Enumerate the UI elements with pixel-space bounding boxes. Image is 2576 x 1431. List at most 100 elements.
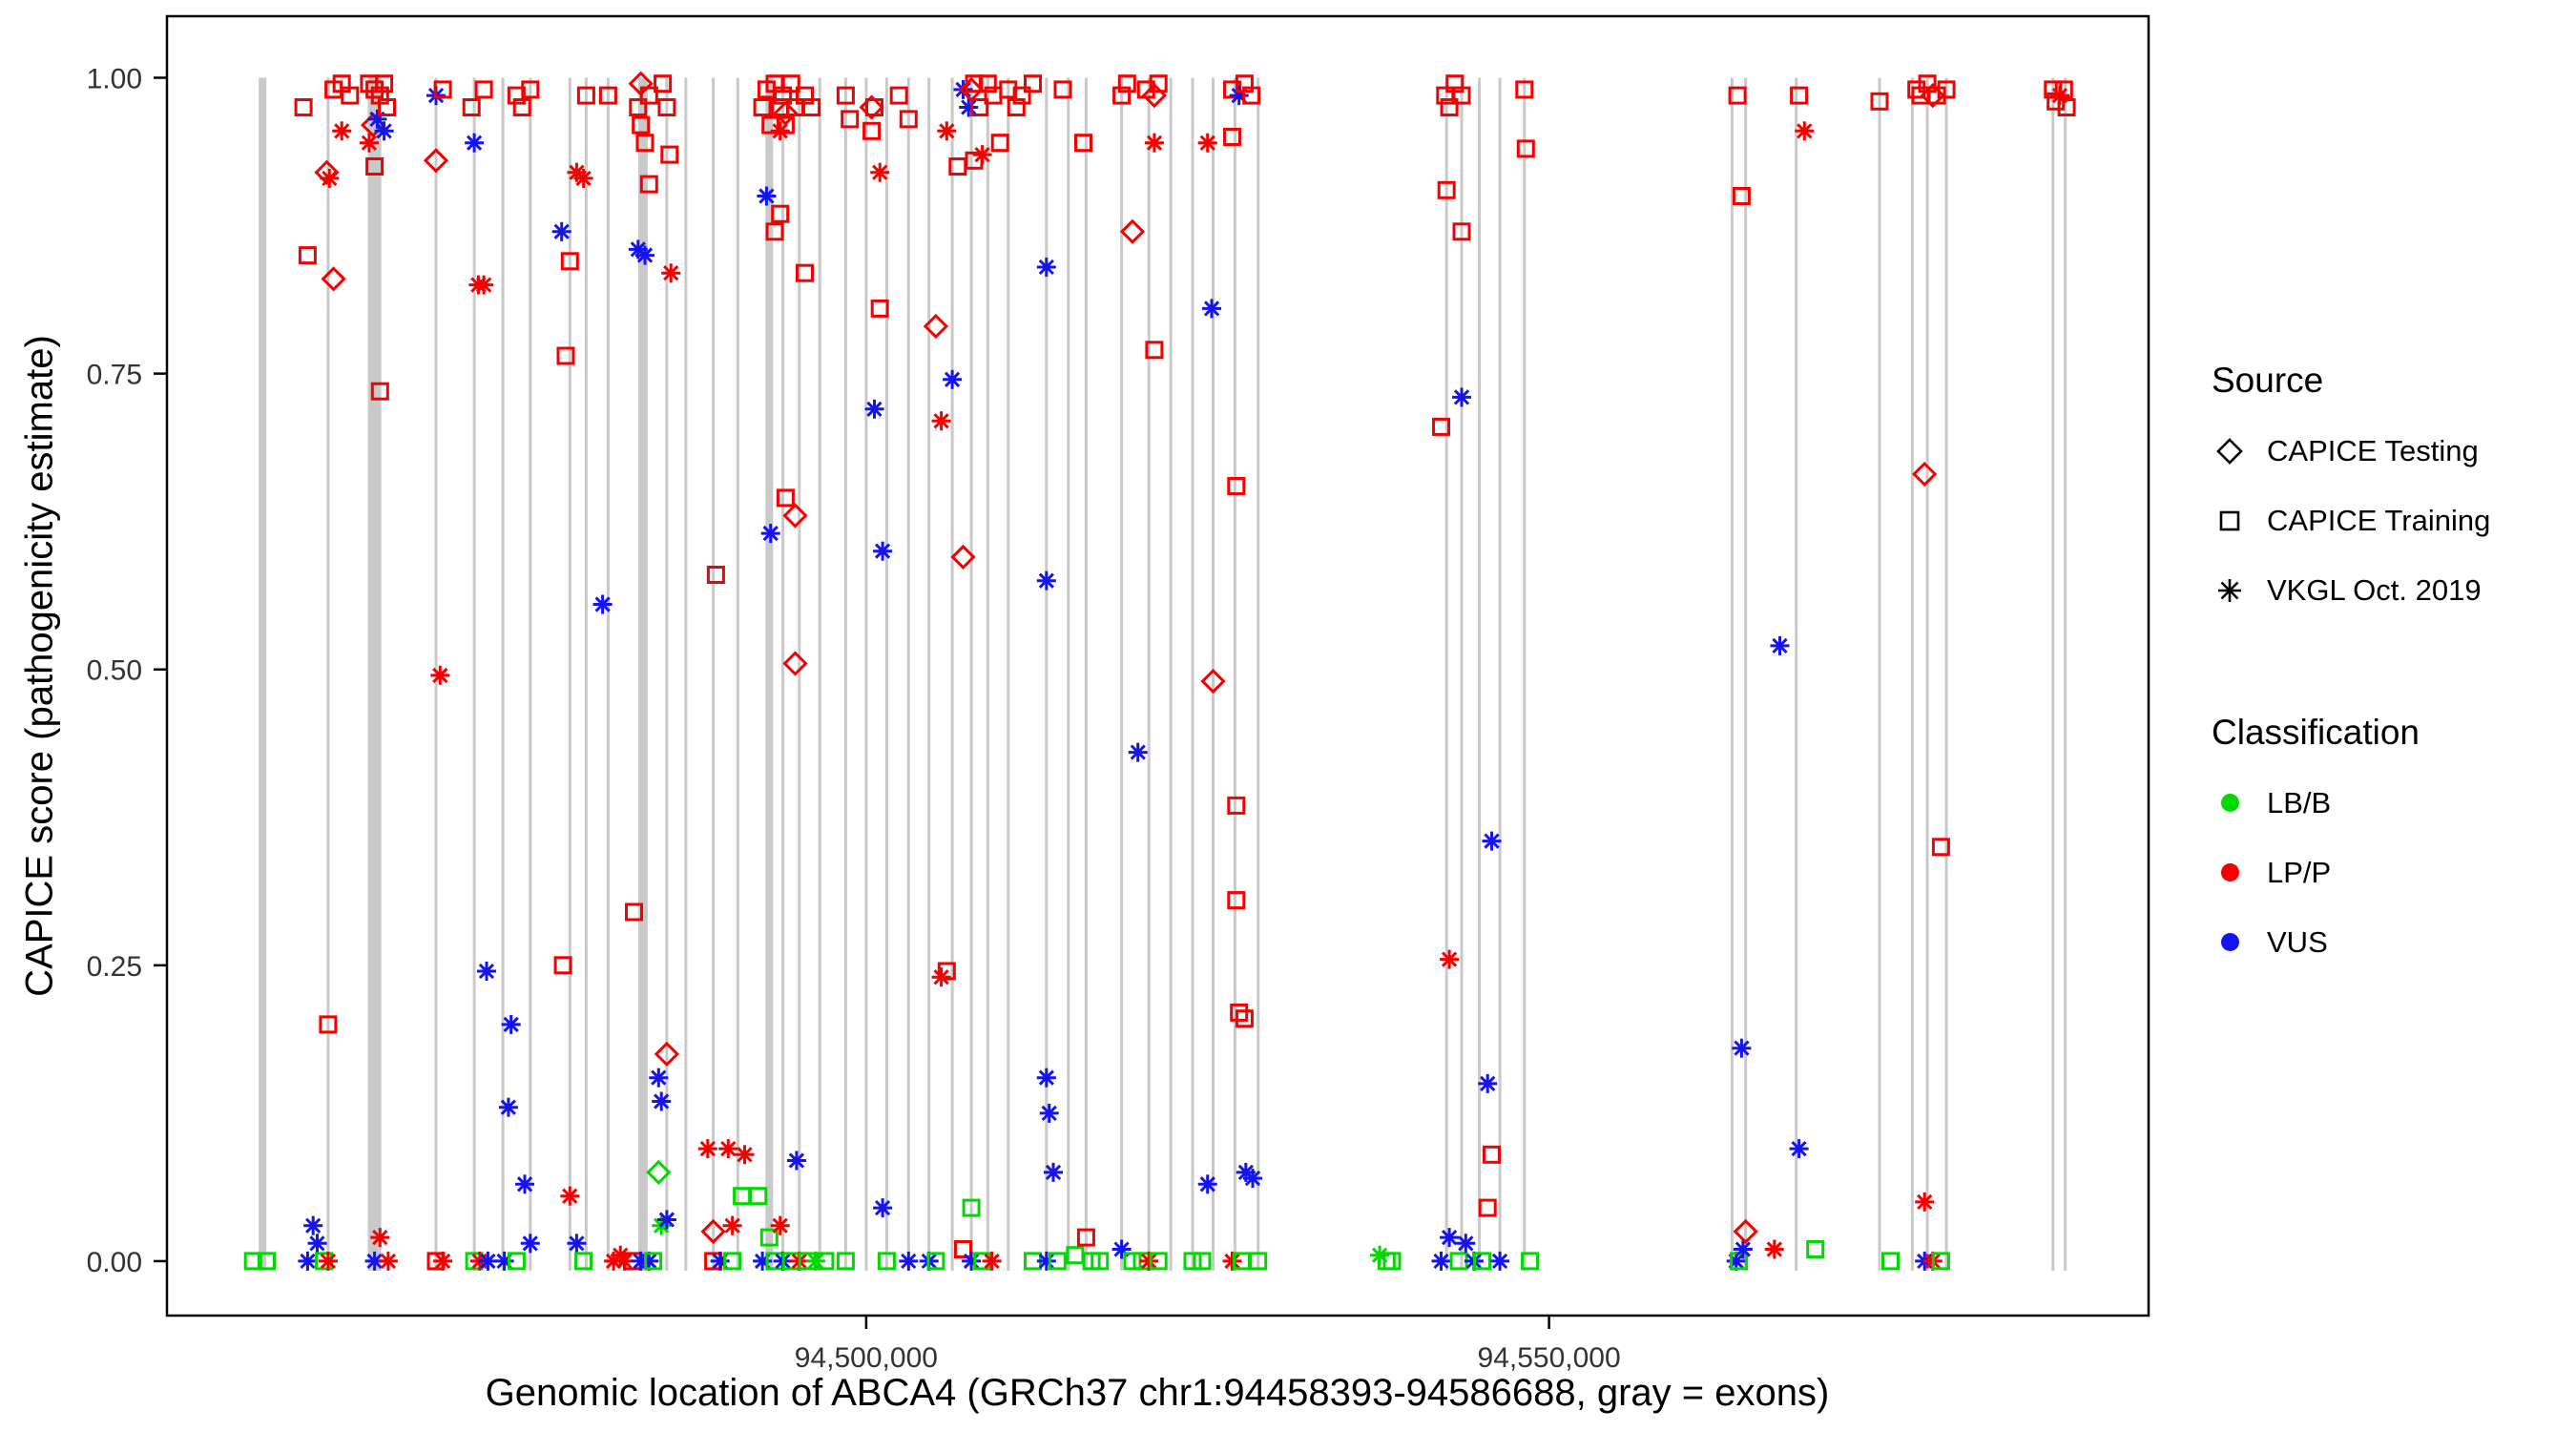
legend-classification-title: Classification [2212,713,2420,752]
point-asterisk [560,1186,580,1206]
legend-item-label: LB/B [2267,785,2332,819]
point-square [970,98,989,116]
point-asterisk [592,594,613,614]
point-diamond [923,313,949,340]
legend-item-label: CAPICE Training [2267,503,2491,537]
square-icon [2212,505,2248,537]
point-asterisk [374,121,394,141]
point-square [978,74,997,93]
point-asterisk [953,79,973,99]
data-points [243,71,2076,1271]
point-square [1227,891,1246,910]
point-asterisk [1197,1174,1217,1194]
point-asterisk [378,1251,398,1271]
point-square [1230,1003,1249,1022]
point-diamond [782,503,808,529]
point-diamond [782,651,808,676]
point-diamond [646,1159,672,1186]
point-asterisk [498,1097,518,1117]
point-square [243,1252,262,1271]
point-square [1515,80,1534,99]
point-square [1117,74,1136,93]
point-asterisk [332,121,352,141]
point-asterisk [1795,121,1815,141]
point-square [877,1252,896,1271]
point-square [1931,1252,1950,1271]
point-square [1183,1252,1202,1271]
point-square [660,145,679,164]
point-square [639,175,658,194]
point-asterisk [1044,1162,1063,1182]
legend-item-lbb: LB/B [2212,768,2565,838]
point-asterisk [735,1145,755,1165]
point-asterisk [1222,1251,1242,1271]
point-asterisk [931,967,951,987]
point-asterisk [307,1234,327,1254]
point-asterisk [982,1251,1002,1271]
point-square [474,80,493,99]
point-square [1790,86,1809,105]
point-square [644,1252,663,1271]
point-square [781,74,800,93]
point-asterisk [870,162,890,182]
point-diamond [423,148,449,174]
point-square [341,86,360,105]
point-square [574,1252,593,1271]
point-asterisk [786,1151,806,1171]
point-square [1235,1009,1254,1028]
legend-item-vus: VUS [2212,907,2565,977]
y-tick-label: 0.75 [87,360,142,391]
point-asterisk [477,962,496,981]
point-asterisk [1197,133,1217,153]
point-square [753,98,772,116]
point-asterisk [1431,1251,1451,1271]
point-square [1145,341,1164,360]
point-asterisk [1440,1228,1460,1248]
point-diamond [950,544,976,570]
point-square [1449,1252,1468,1271]
point-square [865,98,883,116]
point-square [632,115,651,135]
point-square [507,86,526,105]
point-square [1432,417,1450,436]
point-square [375,74,394,93]
point-asterisk [1036,1068,1056,1088]
point-square [556,346,575,365]
point-asterisk [873,541,893,561]
point-square [1473,1252,1491,1271]
point-square [1937,80,1956,99]
point-asterisk [1732,1038,1752,1058]
point-square [816,1252,835,1271]
point-asterisk [520,1234,540,1254]
point-square [319,1015,338,1034]
point-square [1478,1198,1497,1217]
point-asterisk [1440,949,1460,969]
point-asterisk [718,1139,738,1159]
point-asterisk [697,1139,717,1159]
point-asterisk [1482,831,1502,851]
point-square [771,204,790,223]
point-square [378,98,396,116]
point-square [990,134,1009,153]
point-asterisk [303,1215,323,1235]
point-asterisk [1111,1239,1132,1259]
point-square [870,299,889,318]
point-square [836,1252,855,1271]
exon-lines [259,77,2067,1271]
point-square [1732,187,1751,205]
point-asterisk [1789,1139,1809,1159]
legend-item-vkgl: VKGL Oct. 2019 [2212,555,2565,625]
point-asterisk [298,1251,318,1271]
y-tick-label: 0.25 [87,951,142,983]
point-asterisk [1036,570,1056,591]
point-square [1806,1240,1825,1258]
point-diamond [700,1218,726,1245]
point-asterisk [515,1174,534,1194]
point-diamond [321,266,346,292]
point-square [862,121,882,140]
legend-item-label: CAPICE Testing [2267,433,2479,467]
point-square [759,1228,779,1247]
point-asterisk [1144,133,1164,153]
